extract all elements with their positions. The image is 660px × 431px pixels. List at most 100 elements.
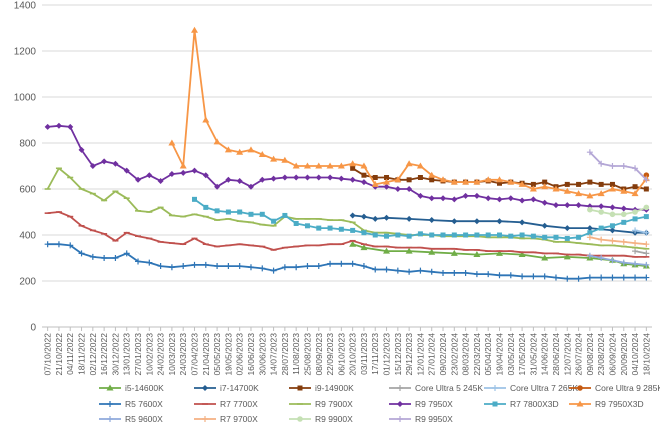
data-point	[643, 229, 650, 236]
data-point	[563, 253, 571, 260]
data-point	[395, 232, 401, 238]
data-point	[497, 180, 502, 186]
data-point	[587, 179, 593, 185]
data-point	[586, 149, 593, 156]
x-tick-label: 24/02/2023	[156, 333, 166, 376]
data-point	[338, 175, 345, 182]
data-point	[598, 236, 605, 243]
data-point	[304, 263, 311, 270]
data-point	[586, 274, 593, 281]
data-point	[643, 241, 650, 248]
data-point	[473, 251, 481, 258]
x-tick-label: 16/12/2022	[99, 333, 109, 376]
data-point	[416, 162, 424, 169]
data-point	[394, 176, 402, 183]
x-tick-label: 19/05/2023	[223, 333, 233, 376]
data-point	[541, 183, 549, 190]
x-tick-label: 21/10/2022	[54, 333, 64, 376]
data-point	[484, 176, 492, 183]
legend-label: R9 7950X3D	[595, 399, 644, 409]
x-tick-label: 14/06/2024	[540, 333, 550, 376]
legend-item: R9 9950X	[389, 414, 453, 424]
series-r9-9950x	[586, 149, 650, 183]
data-point	[417, 267, 424, 274]
legend-label: R7 7700X	[220, 399, 258, 409]
data-point	[621, 219, 627, 225]
data-point	[450, 249, 458, 256]
data-point	[406, 268, 413, 275]
legend-item: R9 7950X3D	[569, 399, 644, 409]
data-point	[360, 213, 367, 220]
x-tick-label: 17/05/2024	[517, 333, 527, 376]
x-tick-label: 13/01/2023	[122, 333, 132, 376]
data-point	[383, 247, 391, 254]
series-r9-7950x3d	[168, 26, 650, 199]
data-point	[463, 232, 469, 238]
legend-item: R9 7950X	[389, 399, 453, 409]
data-point	[598, 209, 604, 215]
x-tick-label: 03/11/2023	[359, 333, 369, 375]
data-point	[384, 233, 390, 239]
data-point	[106, 384, 114, 391]
x-tick-label: 18/11/2022	[77, 333, 87, 375]
data-point	[496, 196, 503, 203]
data-point	[428, 217, 435, 224]
data-point	[563, 187, 571, 194]
data-point	[349, 260, 356, 267]
data-point	[541, 222, 548, 229]
data-point	[609, 211, 616, 218]
data-point	[349, 212, 356, 219]
data-point	[405, 160, 413, 167]
data-point	[247, 146, 255, 153]
data-point	[598, 160, 605, 167]
data-point	[428, 171, 436, 178]
data-point	[564, 235, 570, 241]
data-point	[360, 162, 368, 169]
x-tick-label: 20/09/2024	[619, 333, 629, 376]
legend-item: R9 7900X	[289, 399, 353, 409]
x-tick-label: 10/03/2023	[167, 333, 177, 376]
data-point	[135, 176, 142, 183]
data-point	[564, 202, 571, 209]
data-point	[473, 218, 480, 225]
x-tick-label: 31/05/2024	[528, 333, 538, 376]
data-point	[576, 181, 582, 187]
y-tick-label: 1000	[14, 93, 37, 104]
data-point	[225, 209, 231, 215]
x-tick-label: 23/02/2024	[449, 333, 459, 376]
data-point	[473, 178, 481, 185]
data-point	[576, 234, 582, 240]
series-r5-7600x	[44, 241, 650, 282]
data-point	[326, 162, 334, 169]
data-point	[384, 175, 390, 180]
x-tick-label: 20/10/2023	[348, 333, 358, 376]
data-point	[564, 181, 570, 187]
data-point	[496, 176, 503, 183]
data-point	[406, 215, 413, 222]
data-point	[428, 195, 435, 202]
data-point	[609, 274, 616, 281]
x-tick-label: 07/10/2022	[43, 333, 53, 376]
x-tick-label: 30/06/2023	[257, 333, 267, 376]
data-point	[78, 146, 85, 153]
data-point	[214, 263, 221, 270]
data-point	[372, 232, 378, 238]
data-point	[135, 258, 142, 265]
data-point	[609, 204, 616, 211]
data-point	[180, 169, 187, 176]
data-point	[225, 263, 232, 270]
legend-label: R9 9950X	[415, 414, 453, 424]
x-tick-label: 09/08/2024	[585, 333, 595, 376]
legend-item: R9 9900X	[289, 414, 353, 424]
data-point	[643, 204, 650, 211]
data-point	[632, 216, 638, 222]
data-point	[417, 175, 423, 180]
data-point	[620, 163, 627, 169]
data-point	[338, 260, 345, 267]
legend-item: R7 7700X	[194, 399, 258, 409]
data-point	[586, 225, 593, 232]
data-point	[44, 241, 51, 248]
x-tick-label: 06/09/2024	[607, 333, 617, 376]
data-point	[620, 205, 627, 212]
data-point	[406, 177, 412, 183]
